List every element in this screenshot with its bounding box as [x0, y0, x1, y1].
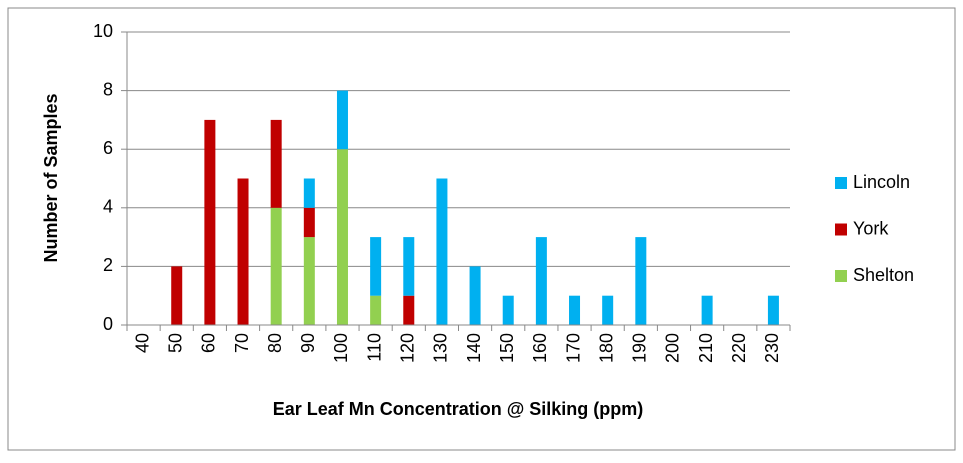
x-tick-label: 100 [331, 333, 351, 363]
bar-segment [635, 237, 647, 325]
y-tick-label: 10 [93, 21, 113, 41]
x-tick-label: 190 [630, 333, 650, 363]
bar-segment [469, 266, 481, 325]
chart-frame [7, 7, 956, 451]
x-axis-title: Ear Leaf Mn Concentration @ Silking (ppm… [273, 399, 644, 419]
bar-segment [204, 119, 216, 326]
x-tick-label: 130 [431, 333, 451, 363]
x-tick-label: 140 [464, 333, 484, 363]
bar-segment [370, 295, 382, 325]
legend-swatch [835, 177, 847, 189]
x-tick-label: 220 [729, 333, 749, 363]
bar-segment [602, 295, 614, 325]
x-tick-label: 180 [596, 333, 616, 363]
x-tick-label: 210 [696, 333, 716, 363]
y-tick-label: 6 [103, 138, 113, 158]
y-tick-label: 8 [103, 79, 113, 99]
y-tick-label: 0 [103, 314, 113, 334]
bar-segment [303, 237, 315, 325]
bar-segment [502, 295, 514, 325]
bar-segment [535, 237, 547, 325]
legend-swatch [835, 223, 847, 236]
legend-label: Shelton [853, 265, 914, 285]
legend-label: York [853, 218, 889, 238]
bar-segment [336, 149, 348, 325]
bar-segment [303, 207, 315, 238]
legend-label: Lincoln [853, 172, 910, 192]
x-tick-label: 40 [132, 333, 152, 353]
bar-segment [270, 119, 282, 208]
x-tick-label: 110 [364, 333, 384, 362]
x-tick-label: 80 [265, 333, 285, 353]
x-tick-label: 160 [530, 333, 550, 363]
bar-segment [767, 295, 779, 325]
bar-segment [403, 295, 415, 325]
bar-segment [403, 237, 415, 296]
y-tick-label: 4 [103, 197, 113, 217]
x-tick-label: 50 [165, 333, 185, 353]
legend-swatch [835, 270, 847, 282]
bar-segment [336, 90, 348, 150]
x-tick-label: 170 [563, 333, 583, 363]
x-tick-label: 60 [199, 333, 219, 353]
y-tick-label: 2 [103, 255, 113, 275]
bar-segment [370, 237, 382, 296]
bar-segment [569, 295, 581, 325]
x-tick-label: 90 [298, 333, 318, 353]
bar-segment [171, 266, 183, 325]
bar-segment [270, 207, 282, 325]
y-axis-title: Number of Samples [41, 93, 61, 262]
x-tick-label: 230 [762, 333, 782, 363]
bar-segment [436, 178, 448, 325]
bar-segment [237, 178, 249, 325]
x-tick-label: 150 [497, 333, 517, 363]
bar-segment [303, 178, 315, 208]
x-tick-label: 70 [232, 333, 252, 353]
x-tick-label: 200 [663, 333, 683, 363]
bar-segment [701, 295, 713, 325]
x-tick-label: 120 [398, 333, 418, 363]
